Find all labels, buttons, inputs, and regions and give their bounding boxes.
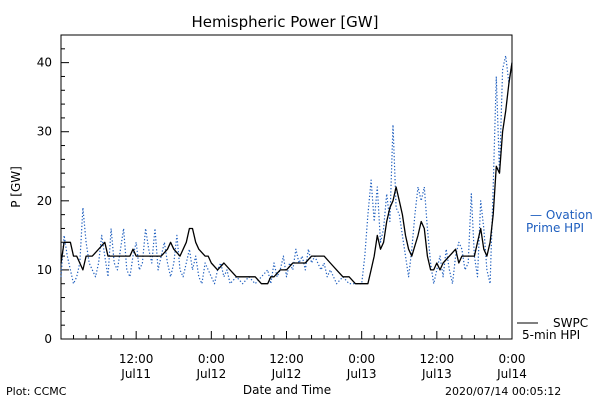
x-tick-label-date: Jul12	[195, 367, 226, 381]
x-tick-label-date: Jul12	[271, 367, 302, 381]
series-line-ovation	[60, 55, 513, 285]
x-tick-label-date: Jul13	[346, 367, 377, 381]
y-tick-label: 40	[37, 56, 52, 70]
x-tick-label-time: 0:00	[198, 352, 225, 366]
series-line-swpc	[60, 62, 513, 285]
plot-credit: Plot: CCMC	[6, 385, 67, 398]
x-axis: 12:00Jul110:00Jul1212:00Jul120:00Jul1312…	[73, 331, 527, 381]
y-tick-label: 10	[37, 263, 52, 277]
legend-swpc-line1: SWPC	[553, 316, 588, 330]
y-axis-label: P [GW]	[9, 166, 23, 208]
legend-ovation: — Ovation Prime HPI	[526, 208, 593, 235]
y-tick-label: 0	[44, 332, 52, 346]
plot-timestamp: 2020/07/14 00:05:12	[445, 385, 561, 398]
y-axis: 0 10 20 30 40	[37, 48, 69, 346]
legend-ovation-line2: Prime HPI	[526, 221, 584, 235]
x-tick-label-date: Jul14	[496, 367, 527, 381]
y-tick-label: 20	[37, 194, 52, 208]
x-tick-label-time: 0:00	[499, 352, 526, 366]
x-tick-label-date: Jul13	[421, 367, 452, 381]
plot-frame	[60, 34, 513, 340]
x-tick-label-time: 12:00	[119, 352, 154, 366]
series-layer	[60, 55, 513, 285]
legend-swpc-line2: 5-min HPI	[522, 328, 580, 342]
chart-title: Hemispheric Power [GW]	[192, 13, 379, 31]
legend-swpc: SWPC 5-min HPI	[517, 316, 588, 342]
x-tick-label-time: 12:00	[420, 352, 455, 366]
x-tick-label-time: 12:00	[269, 352, 304, 366]
x-tick-label-time: 0:00	[348, 352, 375, 366]
y-tick-label: 30	[37, 125, 52, 139]
x-tick-label-date: Jul11	[120, 367, 151, 381]
legend-ovation-line1: — Ovation	[530, 208, 593, 222]
x-axis-label: Date and Time	[243, 383, 331, 397]
